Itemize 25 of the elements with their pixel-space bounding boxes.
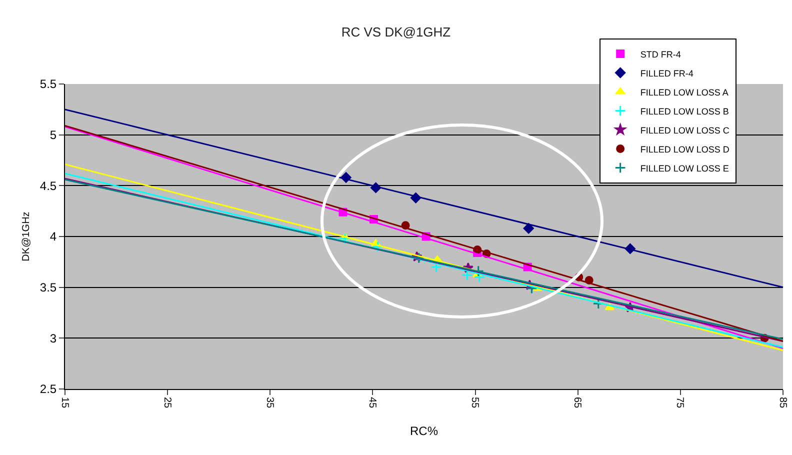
y-tick-label: 2.5 <box>40 382 57 396</box>
legend-label: STD FR-4 <box>640 49 681 60</box>
x-axis-title: RC% <box>410 424 438 438</box>
legend-label: FILLED LOW LOSS E <box>640 163 729 174</box>
x-tick-label: 85 <box>776 397 788 409</box>
y-axis-title: DK@1GHz <box>20 212 32 262</box>
y-tick-label: 3.5 <box>40 280 57 295</box>
y-tick-label: 4 <box>50 230 57 244</box>
legend-label: FILLED FR-4 <box>640 68 694 78</box>
y-tick-label: 5.5 <box>40 77 57 92</box>
y-tick-label: 3 <box>50 331 57 346</box>
y-tick-label: 5 <box>50 128 57 142</box>
x-tick-label: 45 <box>366 397 378 409</box>
legend-label: FILLED LOW LOSS B <box>640 106 729 116</box>
y-tick-label: 4.5 <box>40 178 57 193</box>
legend-label: FILLED LOW LOSS A <box>640 87 728 98</box>
x-tick-label: 55 <box>469 397 480 409</box>
x-tick-label: 65 <box>572 397 583 409</box>
legend-label: FILLED LOW LOSS C <box>640 125 730 136</box>
legend-label: FILLED LOW LOSS D <box>640 144 730 154</box>
x-tick-label: 25 <box>161 397 172 409</box>
x-tick-label: 75 <box>674 397 686 409</box>
x-tick-label: 35 <box>264 397 275 409</box>
x-tick-label: 15 <box>58 397 70 409</box>
chart-title: RC VS DK@1GHZ <box>341 24 451 40</box>
